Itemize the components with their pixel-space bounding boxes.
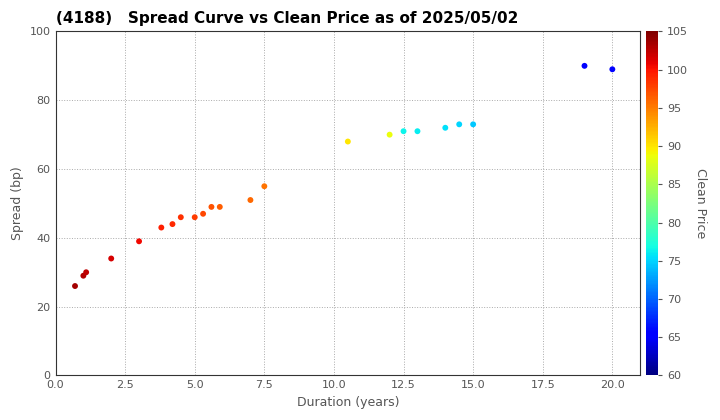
Point — [579, 63, 590, 69]
Point — [197, 210, 209, 217]
Y-axis label: Spread (bp): Spread (bp) — [11, 167, 24, 240]
Point — [81, 269, 92, 276]
Point — [606, 66, 618, 73]
Point — [412, 128, 423, 134]
Point — [175, 214, 186, 220]
Point — [69, 283, 81, 289]
Point — [105, 255, 117, 262]
Point — [206, 204, 217, 210]
Point — [245, 197, 256, 203]
Point — [467, 121, 479, 128]
Point — [342, 138, 354, 145]
Point — [214, 204, 225, 210]
Text: (4188)   Spread Curve vs Clean Price as of 2025/05/02: (4188) Spread Curve vs Clean Price as of… — [55, 11, 518, 26]
Point — [133, 238, 145, 245]
Point — [156, 224, 167, 231]
Point — [454, 121, 465, 128]
Y-axis label: Clean Price: Clean Price — [694, 168, 707, 239]
Point — [189, 214, 200, 220]
Point — [384, 131, 395, 138]
X-axis label: Duration (years): Duration (years) — [297, 396, 399, 409]
Point — [439, 124, 451, 131]
Point — [78, 272, 89, 279]
Point — [258, 183, 270, 189]
Point — [167, 221, 179, 228]
Point — [397, 128, 409, 134]
